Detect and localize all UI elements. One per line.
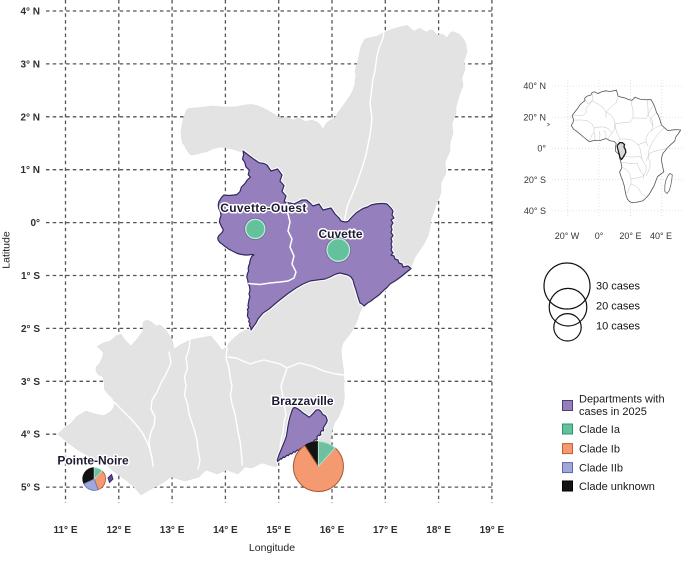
svg-text:2° S: 2° S bbox=[21, 324, 40, 335]
svg-text:4° N: 4° N bbox=[20, 7, 40, 18]
svg-text:20° E: 20° E bbox=[619, 231, 641, 241]
svg-text:30 cases: 30 cases bbox=[596, 281, 641, 293]
svg-text:20° W: 20° W bbox=[555, 231, 580, 241]
svg-text:Pointe-Noire: Pointe-Noire bbox=[57, 454, 129, 468]
svg-text:40° E: 40° E bbox=[650, 231, 672, 241]
svg-text:3° N: 3° N bbox=[20, 59, 40, 70]
svg-text:16° E: 16° E bbox=[320, 525, 345, 536]
svg-text:2° N: 2° N bbox=[20, 112, 40, 123]
svg-text:20° N: 20° N bbox=[523, 112, 546, 122]
svg-text:20° S: 20° S bbox=[524, 175, 546, 185]
svg-text:40° S: 40° S bbox=[524, 206, 546, 216]
svg-text:cases in 2025: cases in 2025 bbox=[579, 406, 647, 418]
svg-text:Cuvette: Cuvette bbox=[318, 227, 362, 241]
svg-text:0°: 0° bbox=[537, 144, 546, 154]
svg-text:Longitude: Longitude bbox=[249, 542, 295, 554]
svg-text:Brazzaville: Brazzaville bbox=[271, 394, 333, 408]
svg-text:Clade unknown: Clade unknown bbox=[579, 481, 655, 493]
svg-text:Clade IIb: Clade IIb bbox=[579, 463, 623, 475]
svg-text:Clade Ia: Clade Ia bbox=[579, 424, 621, 436]
svg-text:15° E: 15° E bbox=[266, 525, 291, 536]
svg-text:1° N: 1° N bbox=[20, 165, 40, 176]
svg-text:Cuvette-Ouest: Cuvette-Ouest bbox=[220, 201, 307, 215]
svg-text:40° N: 40° N bbox=[523, 81, 546, 91]
svg-text:14° E: 14° E bbox=[213, 525, 238, 536]
svg-text:17° E: 17° E bbox=[373, 525, 398, 536]
svg-text:0°: 0° bbox=[30, 218, 40, 229]
svg-text:5° S: 5° S bbox=[21, 483, 40, 494]
svg-text:Clade Ib: Clade Ib bbox=[579, 444, 620, 456]
svg-text:20 cases: 20 cases bbox=[596, 301, 641, 313]
svg-text:10 cases: 10 cases bbox=[596, 321, 641, 333]
svg-text:0°: 0° bbox=[595, 231, 604, 241]
svg-text:Departments with: Departments with bbox=[579, 394, 665, 406]
svg-text:3° S: 3° S bbox=[21, 377, 40, 388]
svg-text:19° E: 19° E bbox=[480, 525, 505, 536]
svg-text:Latitude: Latitude bbox=[1, 231, 13, 269]
svg-text:1° S: 1° S bbox=[21, 271, 40, 282]
svg-text:12° E: 12° E bbox=[107, 525, 132, 536]
svg-text:13° E: 13° E bbox=[160, 525, 185, 536]
svg-text:18° E: 18° E bbox=[426, 525, 451, 536]
svg-text:11° E: 11° E bbox=[53, 525, 77, 536]
svg-text:4° S: 4° S bbox=[21, 430, 40, 441]
